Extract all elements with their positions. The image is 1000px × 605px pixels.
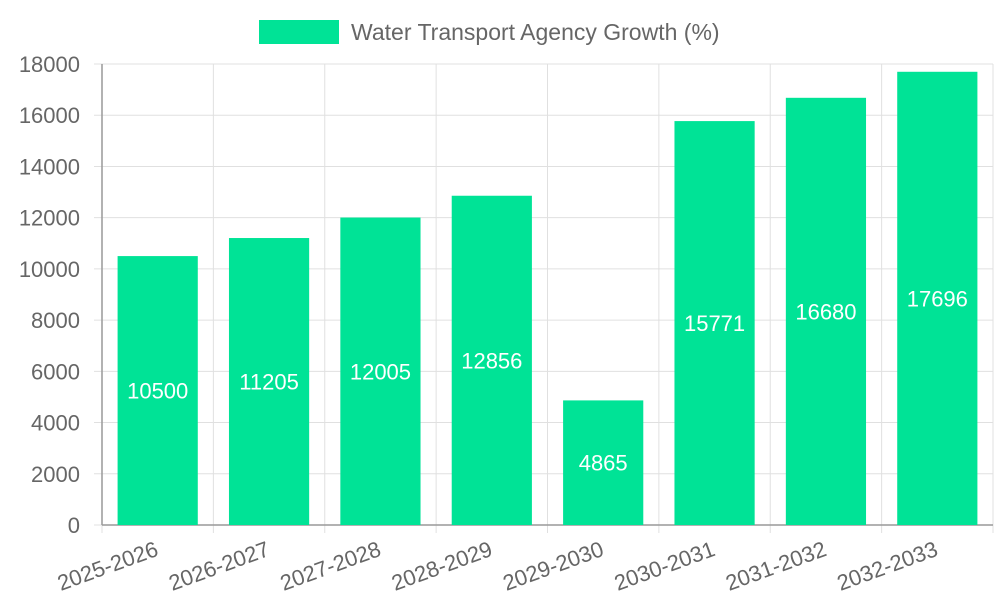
y-tick-label: 14000 — [19, 154, 80, 179]
y-tick-label: 2000 — [31, 462, 80, 487]
x-tick-label: 2029-2030 — [499, 536, 606, 595]
bar-value-label: 12005 — [350, 359, 411, 384]
y-tick-label: 18000 — [19, 52, 80, 77]
bar[interactable] — [563, 400, 644, 525]
x-tick-label: 2032-2033 — [834, 536, 941, 595]
x-tick-label: 2027-2028 — [277, 536, 384, 595]
x-tick-label: 2028-2029 — [388, 536, 495, 595]
legend[interactable]: Water Transport Agency Growth (%) — [259, 19, 720, 45]
x-tick-label: 2031-2032 — [722, 536, 829, 595]
bar-value-label: 10500 — [127, 379, 188, 404]
bar-value-label: 12856 — [461, 348, 522, 373]
x-tick-label: 2030-2031 — [611, 536, 718, 595]
bar[interactable] — [340, 217, 421, 525]
y-tick-label: 4000 — [31, 411, 80, 436]
x-tick-label: 2025-2026 — [54, 536, 161, 595]
bar-value-label: 15771 — [684, 311, 745, 336]
bar-data-labels: 10500 11205 12005 12856 4865 15771 16680 17696 — [127, 286, 968, 475]
y-tick-label: 6000 — [31, 359, 80, 384]
y-tick-label: 8000 — [31, 308, 80, 333]
bar[interactable] — [674, 121, 755, 526]
bars — [117, 71, 978, 526]
bar[interactable] — [451, 195, 532, 525]
bar[interactable] — [785, 97, 867, 525]
x-tick-label: 2026-2027 — [165, 536, 272, 595]
y-tick-label: 0 — [68, 513, 80, 538]
legend-label[interactable]: Water Transport Agency Growth (%) — [351, 19, 720, 45]
bar-value-label: 17696 — [907, 286, 968, 311]
bar-value-label: 11205 — [239, 370, 299, 395]
y-tick-label: 16000 — [19, 103, 80, 128]
bar[interactable] — [228, 238, 310, 525]
bar-value-label: 4865 — [579, 451, 628, 476]
bar-value-label: 16680 — [795, 299, 856, 324]
y-tick-label: 10000 — [19, 257, 80, 282]
y-axis-ticks: 0 2000 4000 6000 8000 10000 12000 14000 16000 180… — [19, 52, 80, 538]
y-tick-label: 12000 — [19, 206, 80, 231]
bar[interactable] — [117, 256, 198, 525]
bar[interactable] — [897, 71, 978, 526]
x-axis-ticks: 2025-2026 2026-2027 2027-2028 2028-2029 2029… — [54, 536, 941, 595]
legend-swatch[interactable] — [259, 20, 339, 44]
